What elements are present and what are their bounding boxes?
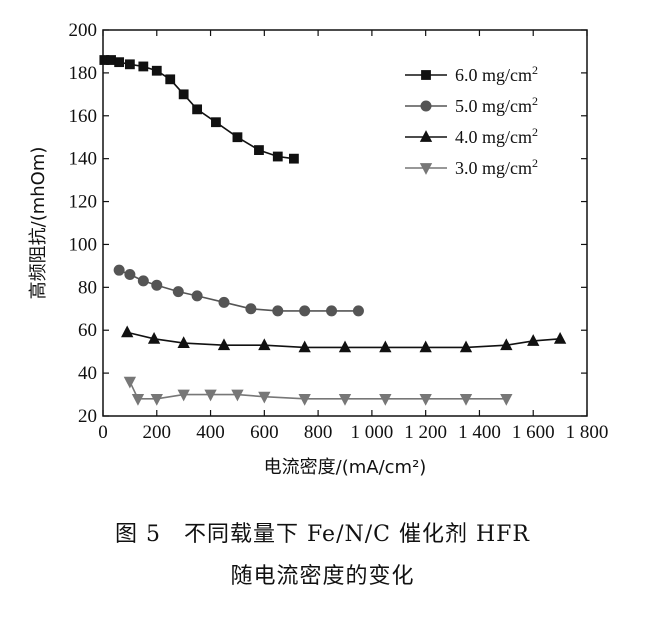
legend-item: 6.0 mg/cm2 (405, 63, 538, 85)
data-point (272, 305, 284, 317)
data-point (272, 151, 283, 162)
data-point (165, 74, 176, 85)
y-tick-label: 20 (78, 406, 97, 427)
data-point (113, 264, 125, 276)
data-point (298, 393, 311, 406)
legend-label: 5.0 mg/cm2 (455, 94, 538, 116)
y-tick-label: 40 (78, 363, 97, 384)
data-point (258, 338, 271, 351)
series-2 (113, 264, 364, 317)
data-point (553, 331, 567, 344)
legend-marker (419, 163, 433, 175)
x-tick-label: 400 (196, 422, 225, 443)
data-point (192, 104, 203, 115)
data-point (114, 57, 125, 68)
y-axis-label: 高频阻抗/(mhOm) (28, 147, 49, 300)
legend-item: 5.0 mg/cm2 (405, 94, 538, 116)
legend-item: 4.0 mg/cm2 (405, 125, 538, 147)
data-point (500, 338, 513, 351)
chart-series (99, 55, 567, 406)
y-tick-label: 160 (69, 106, 98, 127)
y-tick-label: 100 (69, 234, 98, 255)
x-tick-label: 200 (143, 422, 172, 443)
data-point (379, 340, 392, 353)
data-point (178, 89, 189, 100)
hfr-line-chart: 20 40 60 80 100 120 140 160 180 200 0 200 400 600 800 1… (28, 20, 609, 478)
figure-caption-line-2: 随电流密度的变化 (230, 564, 415, 589)
data-point (131, 393, 145, 406)
data-point (231, 389, 244, 402)
data-point (289, 153, 299, 164)
legend-marker (421, 70, 431, 80)
data-point (527, 334, 540, 346)
data-point (245, 303, 257, 315)
data-point (124, 59, 135, 70)
data-point (459, 340, 473, 353)
data-point (147, 331, 161, 344)
data-point (459, 393, 473, 406)
data-point (232, 132, 243, 143)
data-point (419, 393, 432, 406)
x-tick-label: 0 (98, 422, 108, 443)
data-point (124, 268, 136, 280)
data-point (138, 61, 149, 72)
y-tick-label: 200 (69, 20, 98, 41)
series-3 (121, 325, 567, 353)
data-point (298, 340, 311, 353)
legend-label: 3.0 mg/cm2 (455, 156, 538, 178)
y-tick-label: 60 (78, 320, 97, 341)
data-point (326, 305, 338, 317)
data-point (191, 290, 203, 302)
x-tick-label: 1 000 (351, 422, 394, 443)
data-point (338, 340, 352, 353)
axis-labels: 电流密度/(mA/cm²) 高频阻抗/(mhOm) (28, 147, 426, 478)
data-point (338, 393, 352, 406)
data-point (172, 286, 184, 298)
data-point (500, 393, 513, 406)
figure-caption-line-1: 图 5 不同载量下 Fe/N/C 催化剂 HFR (115, 522, 530, 547)
data-point (352, 305, 364, 317)
data-point (419, 340, 432, 353)
data-point (177, 336, 190, 348)
series-4 (123, 376, 513, 406)
data-point (217, 338, 231, 351)
y-tick-label: 180 (69, 63, 98, 84)
data-point (150, 393, 163, 406)
chart-legend: 6.0 mg/cm2 5.0 mg/cm2 4.0 mg/cm2 3.0 mg/cm2 (405, 63, 538, 178)
data-point (121, 325, 134, 338)
data-point (258, 391, 271, 404)
legend-label: 4.0 mg/cm2 (455, 125, 538, 147)
legend-marker (420, 100, 432, 112)
series-1 (99, 55, 299, 164)
y-tick-label: 120 (69, 192, 98, 213)
series-line (118, 269, 359, 312)
data-point (254, 145, 264, 155)
plot-frame (102, 29, 588, 417)
data-point (177, 389, 190, 402)
x-tick-label: 800 (304, 422, 333, 443)
x-tick-label: 1 600 (512, 422, 555, 443)
x-tick-label: 1 200 (404, 422, 447, 443)
x-tick-label: 1 400 (458, 422, 501, 443)
data-point (379, 393, 392, 406)
y-tick-label: 80 (78, 277, 97, 298)
data-point (151, 279, 163, 291)
data-point (123, 376, 137, 389)
legend-item: 3.0 mg/cm2 (405, 156, 538, 178)
x-tick-label: 600 (250, 422, 279, 443)
data-point (106, 55, 116, 65)
x-tick-label: 1 800 (566, 422, 609, 443)
axis-ticks: 20 40 60 80 100 120 140 160 180 200 0 200 400 600 800 1… (69, 20, 609, 443)
legend-label: 6.0 mg/cm2 (455, 63, 538, 85)
x-axis-label: 电流密度/(mA/cm²) (264, 457, 427, 478)
data-point (151, 65, 162, 76)
data-point (299, 305, 311, 317)
data-point (204, 389, 217, 402)
y-tick-label: 140 (69, 149, 98, 170)
data-point (137, 275, 149, 287)
legend-marker (419, 130, 433, 142)
data-point (211, 117, 221, 128)
data-point (218, 296, 230, 308)
